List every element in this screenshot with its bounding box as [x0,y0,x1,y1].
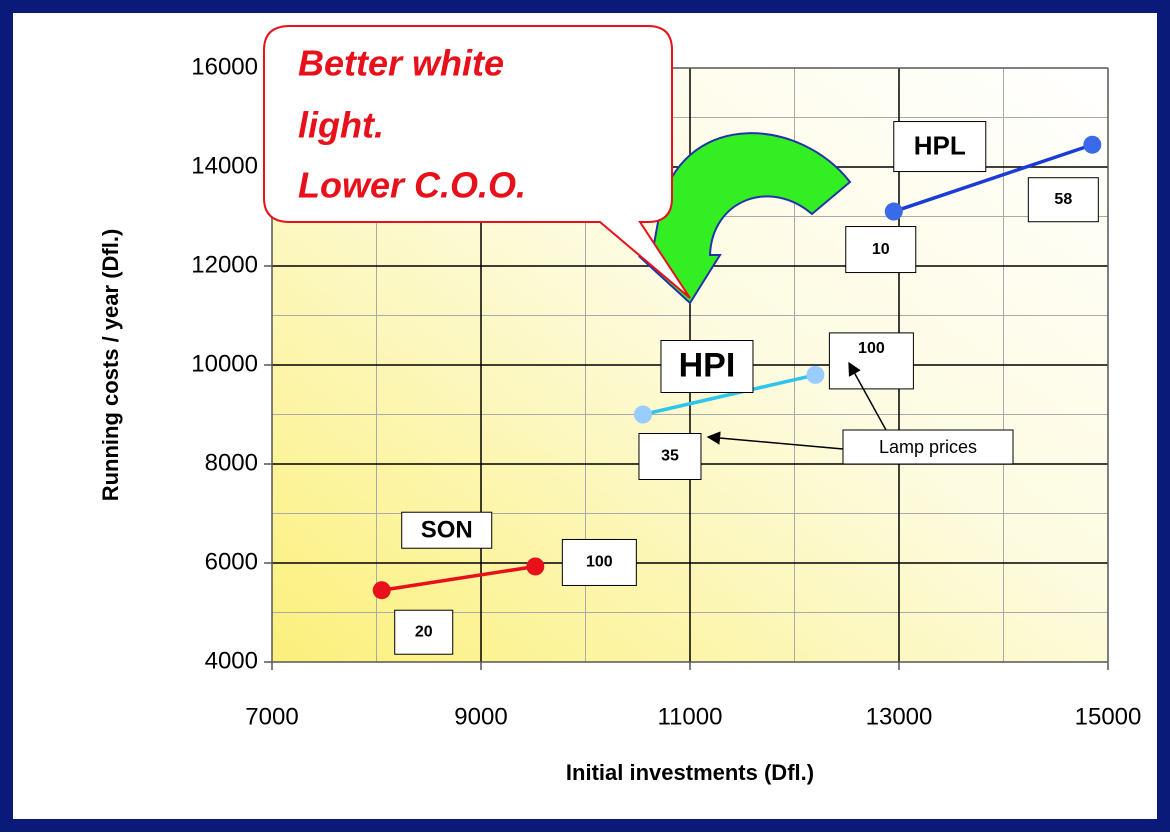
point [885,203,903,221]
price-label: 58 [1054,191,1072,208]
y-tick-label: 16000 [191,53,258,80]
point [526,557,544,575]
y-tick-label: 6000 [205,548,258,575]
y-axis-title: Running costs / year (Dfl.) [98,229,123,502]
price-label: 20 [415,623,433,640]
callout-text: Lower C.O.O. [298,165,526,206]
x-tick-label: 7000 [245,703,298,730]
price-label: 35 [661,448,679,465]
series-label: HPL [914,130,966,160]
y-tick-label: 12000 [191,251,258,278]
point [806,366,824,384]
point [373,581,391,599]
point [634,406,652,424]
y-tick-label: 14000 [191,152,258,179]
callout-text: light. [298,105,384,146]
x-tick-label: 15000 [1075,703,1142,730]
slide: SON 20 100 HPI 35 100 HPL 10 58 Initial investme… [0,0,1170,832]
x-tick-label: 9000 [454,703,507,730]
x-tick-label: 13000 [866,703,933,730]
x-tick-label: 11000 [658,703,723,730]
annotation-text: Lamp prices [879,437,977,457]
price-label: 10 [872,241,890,258]
y-tick-label: 10000 [191,350,258,377]
price-label: 100 [858,340,885,357]
price-label: 100 [586,554,613,571]
series-label: SON [421,517,473,544]
x-axis-title: Initial investments (Dfl.) [566,760,814,785]
y-tick-label: 4000 [205,647,258,674]
point [1083,136,1101,154]
series-label: HPI [679,346,736,384]
callout-text: Better white [298,43,504,84]
y-tick-label: 8000 [205,449,258,476]
